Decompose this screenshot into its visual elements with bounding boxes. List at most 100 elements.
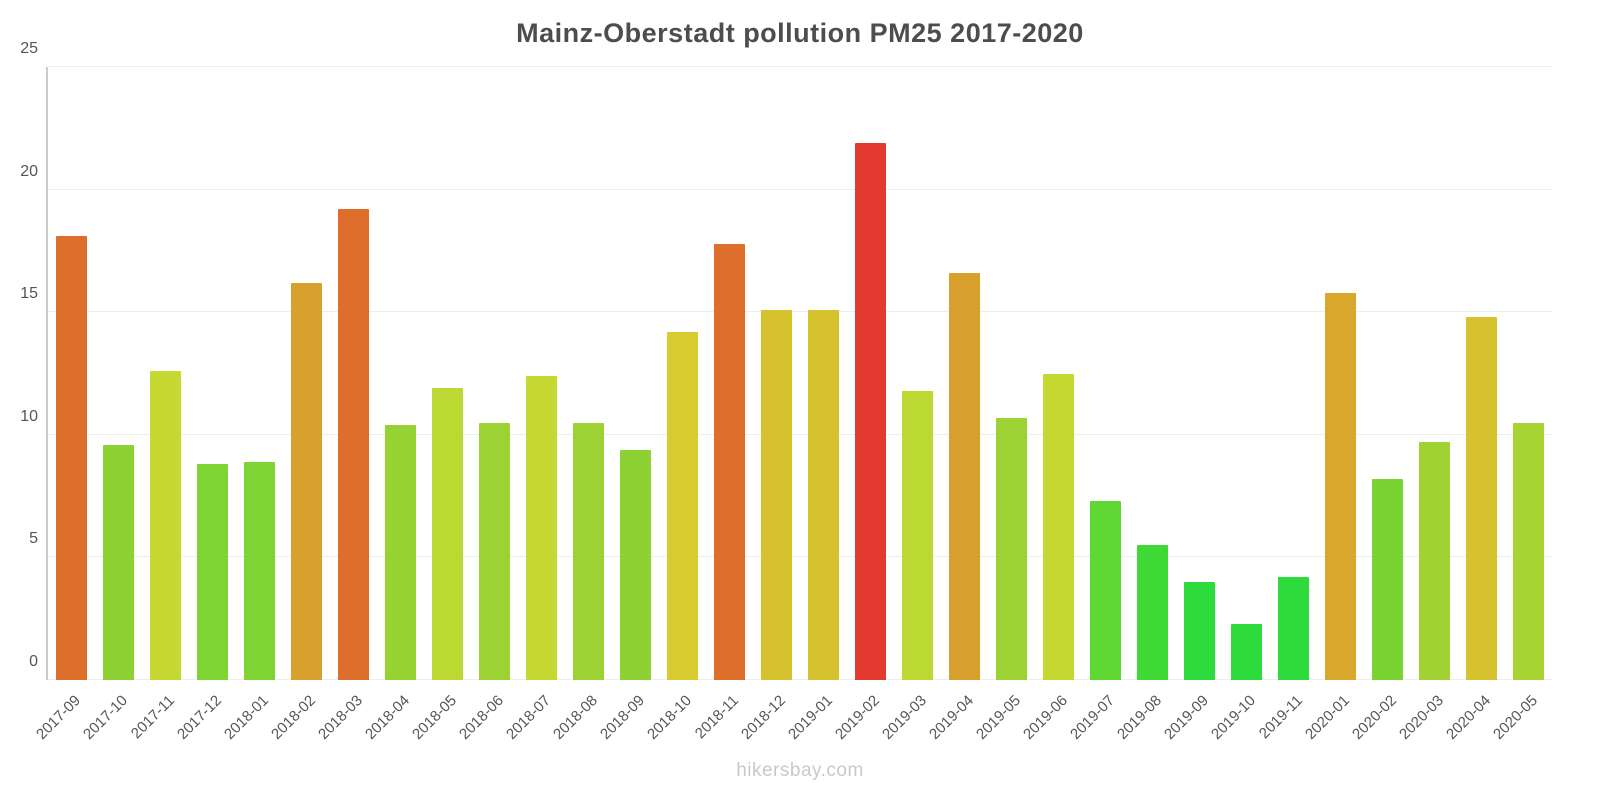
- bar-slot-2017-11: [142, 67, 189, 680]
- x-tick-label-2019-08: 2019-08: [1113, 692, 1165, 743]
- bar-2017-09[interactable]: [56, 236, 87, 680]
- bar-2019-10[interactable]: [1231, 623, 1262, 680]
- bar-2018-04[interactable]: [385, 425, 416, 680]
- bar-2019-03[interactable]: [902, 390, 933, 680]
- bar-slot-2018-07: [518, 67, 565, 680]
- x-tick-label-2018-06: 2018-06: [455, 692, 507, 743]
- plot-area: 0 5 10 15 20 25 2017-09 2017-10 2017-11 2017-12 2…: [20, 40, 1552, 743]
- bar-2017-12[interactable]: [197, 464, 228, 680]
- x-tick-label-2018-09: 2018-09: [596, 692, 648, 743]
- bar-slot-2019-11: [1270, 67, 1317, 680]
- x-tick-label-2018-03: 2018-03: [314, 692, 366, 743]
- bar-slot-2020-05: [1505, 67, 1552, 680]
- bar-2020-03[interactable]: [1419, 442, 1450, 680]
- bar-slot-2020-02: [1364, 67, 1411, 680]
- bar-2020-04[interactable]: [1466, 317, 1497, 680]
- bar-slot-2020-03: [1411, 67, 1458, 680]
- x-tick-label-2018-10: 2018-10: [643, 692, 695, 743]
- bar-2020-01[interactable]: [1325, 292, 1356, 680]
- bar-slot-2019-05: [988, 67, 1035, 680]
- x-tick-label-2019-04: 2019-04: [925, 692, 977, 743]
- bar-slot-2019-06: [1035, 67, 1082, 680]
- x-tick-label-2020-01: 2020-01: [1301, 692, 1353, 743]
- bar-2018-02[interactable]: [291, 282, 322, 680]
- x-tick-label-2017-09: 2017-09: [32, 692, 84, 743]
- x-tick-label-2018-08: 2018-08: [549, 692, 601, 743]
- bar-slot-2020-01: [1317, 67, 1364, 680]
- bar-2019-01[interactable]: [808, 309, 839, 680]
- bar-slot-2018-10: [659, 67, 706, 680]
- bar-2019-09[interactable]: [1184, 581, 1215, 680]
- x-tick-label-2018-02: 2018-02: [267, 692, 319, 743]
- bar-slot-2019-10: [1223, 67, 1270, 680]
- x-tick-label-2020-03: 2020-03: [1395, 692, 1447, 743]
- bar-2018-11[interactable]: [714, 243, 745, 680]
- x-tick-label-2018-07: 2018-07: [502, 692, 554, 743]
- x-tick-label-2020-04: 2020-04: [1442, 692, 1494, 743]
- bar-2018-12[interactable]: [761, 309, 792, 680]
- bar-slot-2019-09: [1176, 67, 1223, 680]
- bar-2018-07[interactable]: [526, 375, 557, 680]
- bar-slot-2017-09: [48, 67, 95, 680]
- bar-slot-2018-08: [565, 67, 612, 680]
- y-tick-label-20: 20: [20, 162, 38, 180]
- bar-2019-07[interactable]: [1090, 501, 1121, 680]
- bar-2019-08[interactable]: [1137, 545, 1168, 680]
- bar-slot-2018-12: [753, 67, 800, 680]
- bar-2019-05[interactable]: [996, 417, 1027, 680]
- bar-slot-2018-01: [236, 67, 283, 680]
- bar-slot-2018-03: [330, 67, 377, 680]
- bar-2018-08[interactable]: [573, 422, 604, 680]
- x-tick-label-2019-11: 2019-11: [1255, 692, 1306, 743]
- bar-2018-03[interactable]: [338, 209, 369, 680]
- bar-2019-02[interactable]: [855, 143, 886, 680]
- bar-2020-02[interactable]: [1372, 478, 1403, 680]
- gridline-25: [48, 66, 1552, 67]
- x-tick-label-2020-02: 2020-02: [1348, 692, 1400, 743]
- bar-2018-10[interactable]: [667, 331, 698, 680]
- x-tick-label-2019-07: 2019-07: [1066, 692, 1118, 743]
- bar-slot-2019-01: [800, 67, 847, 680]
- y-tick-label-15: 15: [20, 285, 38, 303]
- gridline-0: [48, 679, 1552, 680]
- bar-slot-2019-08: [1129, 67, 1176, 680]
- x-tick-label-2017-11: 2017-11: [127, 692, 178, 743]
- gridline-10: [48, 433, 1552, 435]
- bar-2018-01[interactable]: [244, 461, 275, 680]
- gridline-15: [48, 311, 1552, 313]
- x-tick-label-2019-09: 2019-09: [1160, 692, 1212, 743]
- x-tick-label-2019-10: 2019-10: [1207, 692, 1259, 743]
- bar-2019-04[interactable]: [949, 272, 980, 680]
- bars: [48, 67, 1552, 680]
- y-tick-label-10: 10: [20, 407, 38, 425]
- bar-slot-2018-05: [424, 67, 471, 680]
- x-tick-label-2018-12: 2018-12: [737, 692, 789, 743]
- chart-title: Mainz-Oberstadt pollution PM25 2017-2020: [516, 18, 1084, 48]
- x-tick-label-2019-01: 2019-01: [784, 692, 836, 743]
- x-tick-label-2018-04: 2018-04: [361, 692, 413, 743]
- x-tick-label-2017-10: 2017-10: [79, 692, 131, 743]
- y-tick-label-25: 25: [20, 40, 38, 57]
- bar-slot-2018-04: [377, 67, 424, 680]
- bar-slot-2019-03: [894, 67, 941, 680]
- bar-slot-2020-04: [1458, 67, 1505, 680]
- bar-2018-09[interactable]: [620, 449, 651, 680]
- bar-2018-06[interactable]: [479, 422, 510, 680]
- bar-2017-11[interactable]: [150, 371, 181, 680]
- x-tick-label-2019-06: 2019-06: [1019, 692, 1071, 743]
- bar-slot-2019-04: [941, 67, 988, 680]
- bar-2017-10[interactable]: [103, 444, 134, 680]
- x-tick-label-2019-02: 2019-02: [831, 692, 883, 743]
- gridline-20: [48, 188, 1552, 190]
- bar-slot-2017-12: [189, 67, 236, 680]
- x-tick-label-2019-05: 2019-05: [972, 692, 1024, 743]
- x-tick-label-2018-05: 2018-05: [408, 692, 460, 743]
- bar-2019-06[interactable]: [1043, 373, 1074, 680]
- bar-2020-05[interactable]: [1513, 422, 1544, 680]
- bar-slot-2019-02: [847, 67, 894, 680]
- bar-2018-05[interactable]: [432, 388, 463, 680]
- bar-2019-11[interactable]: [1278, 577, 1309, 680]
- x-tick-label-2018-11: 2018-11: [691, 692, 742, 743]
- bar-slot-2018-09: [612, 67, 659, 680]
